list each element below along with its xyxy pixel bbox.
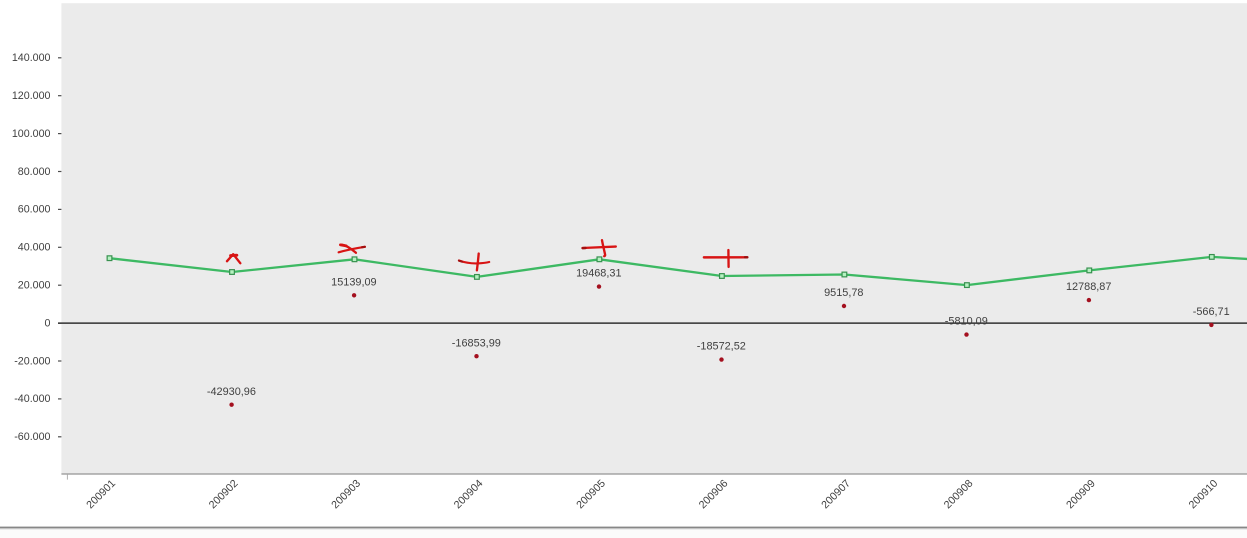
svg-text:60.000: 60.000: [18, 204, 51, 216]
svg-text:100.000: 100.000: [12, 128, 51, 140]
svg-text:-5810,09: -5810,09: [945, 316, 988, 328]
svg-text:0: 0: [45, 317, 51, 329]
svg-text:-566,71: -566,71: [1193, 306, 1230, 318]
svg-text:40.000: 40.000: [18, 242, 51, 254]
svg-text:9515,78: 9515,78: [824, 287, 863, 299]
svg-text:-42930,96: -42930,96: [207, 386, 256, 398]
svg-text:-40.000: -40.000: [14, 393, 50, 405]
svg-text:-18572,52: -18572,52: [697, 341, 746, 353]
svg-text:140.000: 140.000: [12, 52, 51, 64]
svg-text:80.000: 80.000: [18, 166, 51, 178]
svg-text:-60.000: -60.000: [14, 431, 50, 443]
svg-text:-16853,99: -16853,99: [452, 337, 501, 349]
svg-text:19468,31: 19468,31: [576, 268, 621, 280]
svg-text:15139,09: 15139,09: [331, 276, 376, 288]
svg-text:120.000: 120.000: [12, 90, 51, 102]
svg-text:12788,87: 12788,87: [1066, 281, 1111, 293]
svg-text:20.000: 20.000: [18, 280, 51, 292]
svg-text:-20.000: -20.000: [14, 355, 50, 367]
